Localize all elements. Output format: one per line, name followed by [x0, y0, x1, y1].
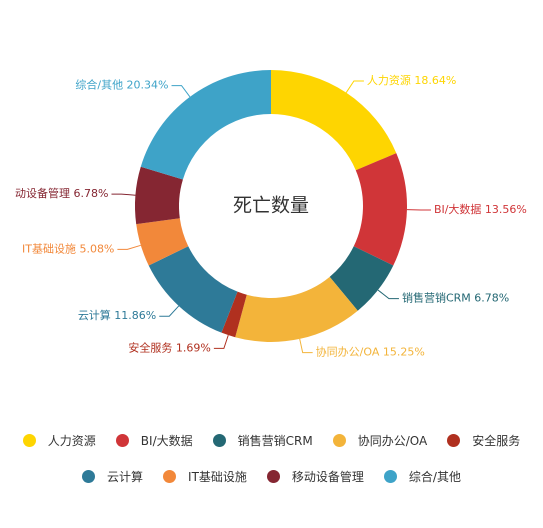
legend-dot-icon [212, 434, 226, 447]
leader-line-1 [345, 80, 364, 93]
legend-label: BI/大数据 [140, 434, 193, 448]
legend-item-9[interactable]: 综合/其他 [383, 468, 461, 485]
legend-item-5[interactable]: 安全服务 [447, 432, 520, 449]
slice-4[interactable] [235, 276, 358, 342]
slice-9[interactable] [140, 70, 271, 180]
legend-item-7[interactable]: IT基础设施 [163, 468, 247, 485]
legend-item-1[interactable]: 人力资源 [22, 432, 96, 449]
legend-row-1: 人力资源 BI/大数据 销售营销CRM 协同办公/OA 安全服务 [0, 432, 543, 449]
legend-dot-icon [163, 470, 177, 483]
legend-label: 销售营销CRM [237, 434, 313, 448]
legend-item-8[interactable]: 移动设备管理 [266, 468, 364, 485]
chart-canvas: 人力资源 18.64% BI/大数据 13.56% 销售营销CRM 6.78% 协同办… [15, 70, 527, 359]
legend-label: 人力资源 [47, 434, 96, 448]
slice-5[interactable] [221, 291, 247, 338]
slice-label-5: 安全服务 1.69% [128, 340, 210, 354]
legend-item-4[interactable]: 协同办公/OA [332, 432, 428, 449]
slice-7[interactable] [136, 218, 189, 266]
legend-row-2: 云计算 IT基础设施 移动设备管理 综合/其他 [0, 468, 543, 485]
slice-label-9: 综合/其他 20.34% [75, 78, 168, 92]
slice-2[interactable] [353, 153, 407, 266]
leader-line-7 [117, 244, 141, 250]
legend-dot-icon [266, 470, 280, 483]
legend-item-6[interactable]: 云计算 [82, 468, 143, 485]
legend-dot-icon [82, 470, 96, 483]
legend-label: 综合/其他 [408, 470, 461, 484]
slice-label-2: BI/大数据 13.56% [434, 202, 527, 216]
legend-label: 移动设备管理 [291, 470, 364, 484]
legend-dot-icon [22, 434, 36, 447]
slice-1[interactable] [271, 70, 397, 171]
legend-item-2[interactable]: BI/大数据 [115, 432, 193, 449]
legend-label: IT基础设施 [188, 470, 247, 484]
leader-line-6 [159, 305, 180, 317]
leader-line-5 [213, 334, 229, 349]
leader-line-9 [171, 85, 191, 98]
legend-dot-icon [332, 434, 346, 447]
legend-item-3[interactable]: 销售营销CRM [212, 432, 313, 449]
slice-8[interactable] [135, 166, 183, 225]
slice-label-3: 销售营销CRM 6.78% [402, 291, 509, 305]
slice-label-1: 人力资源 18.64% [367, 73, 456, 87]
leader-line-4 [299, 338, 313, 354]
legend-dot-icon [383, 470, 397, 483]
legend-dot-icon [447, 434, 461, 447]
leader-line-8 [111, 193, 136, 196]
slice-3[interactable] [329, 246, 394, 311]
legend-label: 云计算 [107, 470, 144, 484]
slice-6[interactable] [148, 246, 238, 333]
slice-label-8: 动设备管理 6.78% [15, 186, 108, 200]
legend-dot-icon [115, 434, 129, 447]
leader-line-3 [377, 289, 399, 300]
legend-label: 安全服务 [472, 434, 521, 448]
chart-title: 死亡数量 [233, 195, 309, 217]
slice-label-6: 云计算 11.86% [78, 308, 156, 322]
slice-label-4: 协同办公/OA 15.25% [316, 345, 425, 359]
slice-label-7: IT基础设施 5.08% [22, 242, 114, 255]
legend-label: 协同办公/OA [357, 434, 428, 448]
